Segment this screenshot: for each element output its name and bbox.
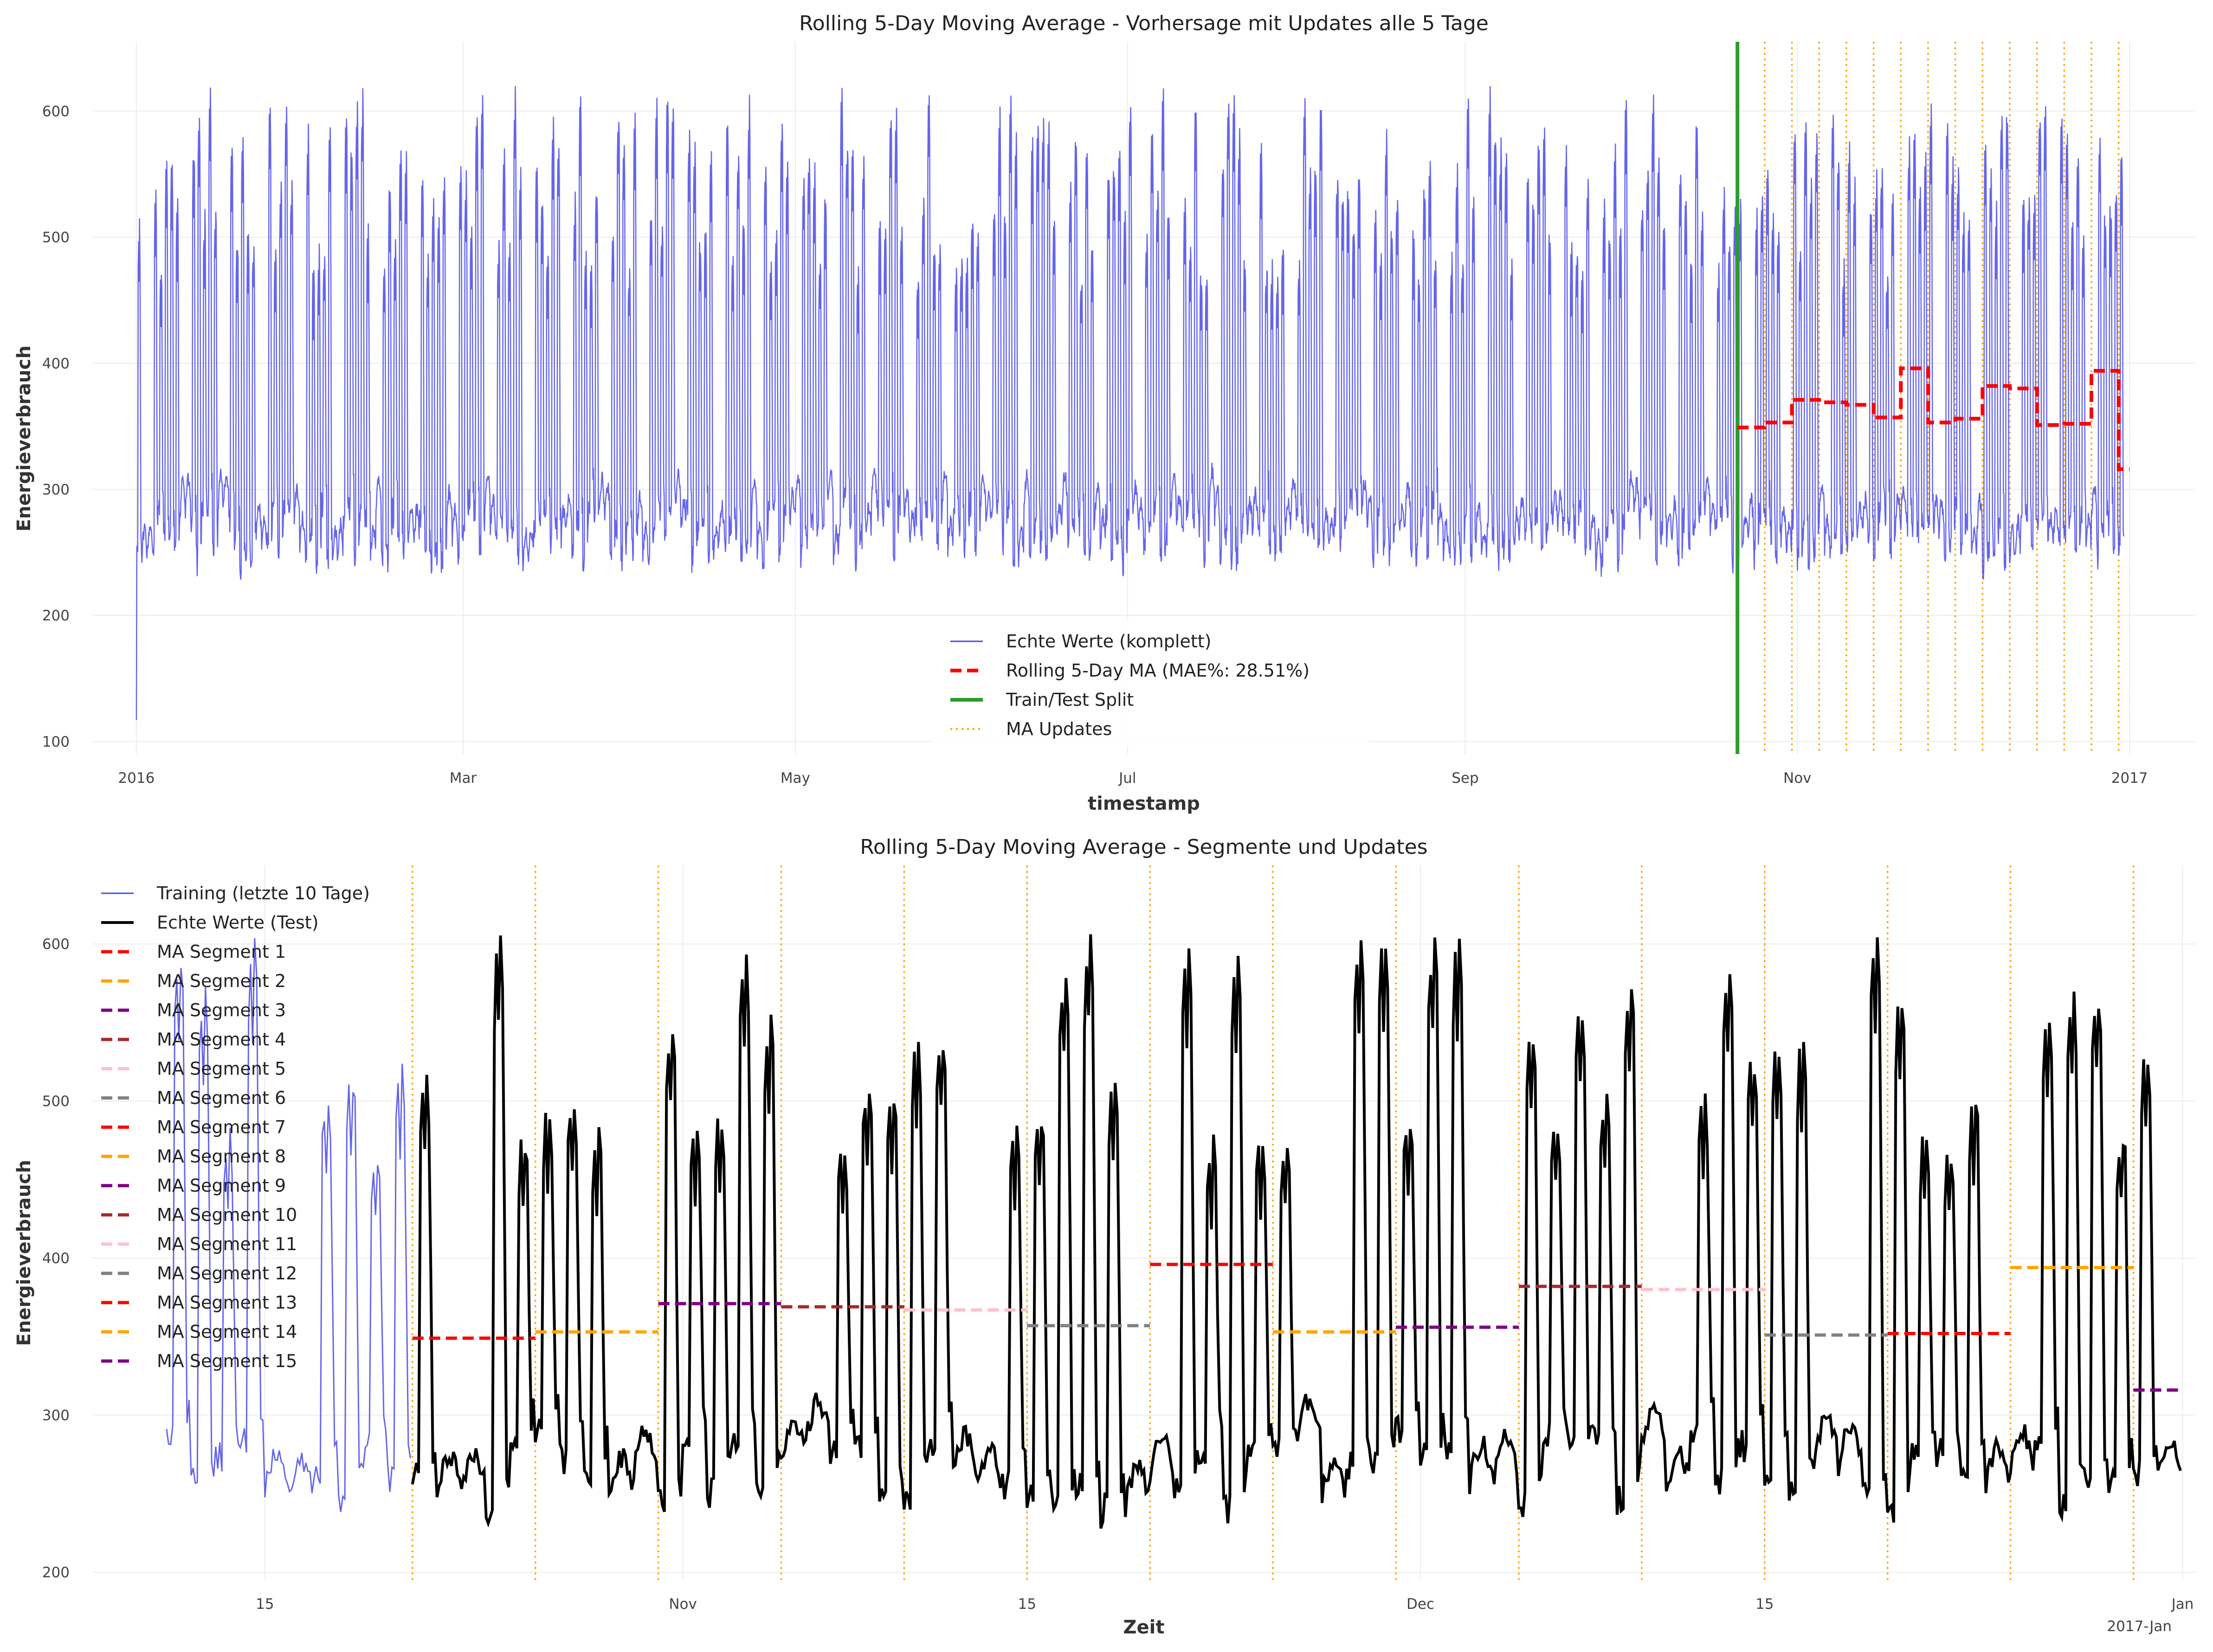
top-xtick-label: Jul xyxy=(1118,770,1136,787)
bottom-xtick-label: Dec xyxy=(1407,1596,1434,1613)
bottom-ytick-label: 300 xyxy=(42,1407,70,1424)
chart-bottom: Rolling 5-Day Moving Average - Segmente … xyxy=(13,835,2195,1638)
chart-bottom-xlabel: Zeit xyxy=(1123,1617,1165,1638)
bottom-xtick-label: Jan xyxy=(2171,1596,2194,1613)
bottom-xtick-label: 15 xyxy=(1018,1596,1036,1613)
legend-label-updates: MA Updates xyxy=(1006,719,1112,739)
chart-bottom-offset-label: 2017-Jan xyxy=(2107,1618,2172,1635)
legend-label-17: MA Segment 15 xyxy=(157,1351,297,1371)
legend-label-5: MA Segment 3 xyxy=(157,1000,286,1020)
top-ytick-label: 400 xyxy=(42,355,70,372)
top-ytick-label: 600 xyxy=(42,103,70,120)
chart-top-title: Rolling 5-Day Moving Average - Vorhersag… xyxy=(799,12,1489,35)
series-training-line xyxy=(166,938,411,1512)
legend-label-1: Training (letzte 10 Tage) xyxy=(156,883,370,903)
chart-bottom-title: Rolling 5-Day Moving Average - Segmente … xyxy=(860,835,1427,859)
legend-label-13: MA Segment 11 xyxy=(157,1234,297,1254)
chart-top-legend: Echte Werte (komplett) Rolling 5-Day MA … xyxy=(933,620,1369,747)
top-xtick-label: 2016 xyxy=(118,770,155,787)
top-xtick-label: 2017 xyxy=(2111,770,2148,787)
bottom-xtick-label: 15 xyxy=(1755,1596,1774,1613)
legend-label-actual: Echte Werte (komplett) xyxy=(1006,631,1211,652)
top-xtick-label: May xyxy=(781,770,810,787)
chart-top-ylabel: Energieverbrauch xyxy=(13,345,35,531)
legend-label-6: MA Segment 4 xyxy=(157,1029,286,1050)
series-rolling-ma-line xyxy=(1737,366,2130,471)
top-xtick-label: Nov xyxy=(1783,770,1812,787)
top-ytick-label: 500 xyxy=(42,229,70,246)
top-ytick-label: 200 xyxy=(42,607,70,624)
series-actual-line xyxy=(135,86,2124,720)
bottom-ytick-label: 400 xyxy=(42,1250,70,1267)
legend-label-8: MA Segment 6 xyxy=(157,1088,286,1108)
legend-label-16: MA Segment 14 xyxy=(157,1322,297,1342)
legend-label-14: MA Segment 12 xyxy=(157,1263,297,1284)
legend-label-2: Echte Werte (Test) xyxy=(157,912,319,933)
legend-label-4: MA Segment 2 xyxy=(157,971,286,991)
legend-label-15: MA Segment 13 xyxy=(157,1292,297,1313)
bottom-xtick-label: 15 xyxy=(256,1596,274,1613)
chart-top-xlabel: timestamp xyxy=(1088,793,1200,814)
top-ytick-label: 100 xyxy=(42,734,70,750)
legend-label-11: MA Segment 9 xyxy=(157,1175,286,1196)
bottom-ytick-label: 600 xyxy=(42,936,70,953)
chart-bottom-legend: Training (letzte 10 Tage) Echte Werte (Te… xyxy=(101,883,370,1371)
bottom-xtick-label: Nov xyxy=(669,1596,697,1613)
chart-bottom-ylabel: Energieverbrauch xyxy=(13,1160,35,1346)
chart-top: Rolling 5-Day Moving Average - Vorhersag… xyxy=(13,12,2195,814)
top-xtick-label: Sep xyxy=(1452,770,1478,787)
legend-label-9: MA Segment 7 xyxy=(157,1117,286,1137)
bottom-ytick-label: 200 xyxy=(42,1564,70,1581)
bottom-ytick-label: 500 xyxy=(42,1093,70,1110)
legend-label-ma: Rolling 5-Day MA (MAE%: 28.51%) xyxy=(1006,660,1310,681)
top-ytick-label: 300 xyxy=(42,481,70,498)
legend-label-7: MA Segment 5 xyxy=(157,1058,286,1079)
legend-label-split: Train/Test Split xyxy=(1006,690,1134,710)
series-test-line xyxy=(411,934,2182,1529)
legend-label-3: MA Segment 1 xyxy=(157,942,286,962)
legend-label-10: MA Segment 8 xyxy=(157,1146,286,1167)
top-xtick-label: Mar xyxy=(450,770,477,787)
legend-label-12: MA Segment 10 xyxy=(157,1205,297,1225)
